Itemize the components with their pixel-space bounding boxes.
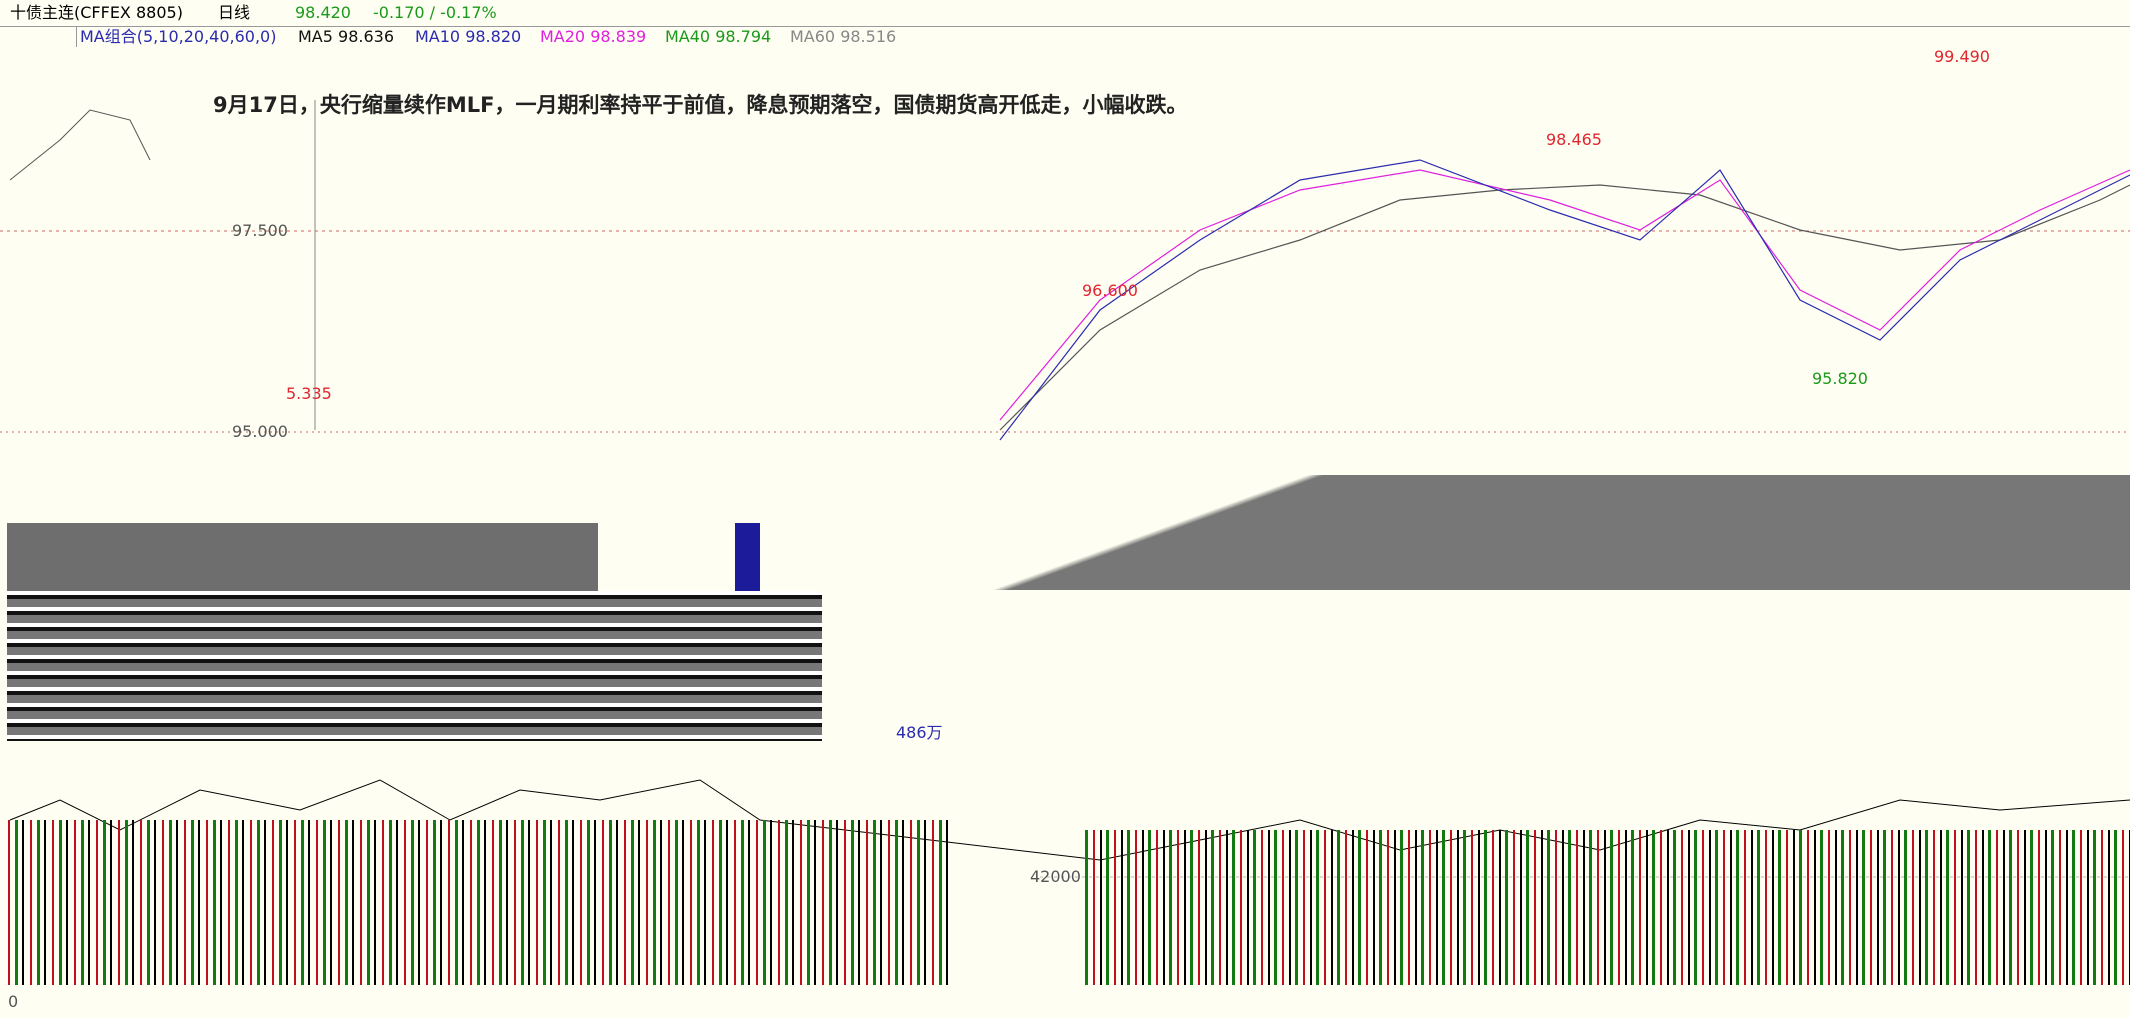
volume-unit: 486万 — [896, 723, 943, 743]
x-origin-label: 0 — [8, 992, 18, 1012]
volume-axis-label: 42000 — [1030, 867, 1081, 887]
price-label: 96.600 — [1082, 281, 1138, 301]
ma-curve — [1000, 185, 2130, 430]
price-label: 99.490 — [1934, 47, 1990, 67]
glitch-block — [735, 523, 760, 591]
glitch-block — [7, 591, 822, 741]
trading-screen: {"header": {"symbol": "十债主连(CFFEX 8805)"… — [0, 0, 2130, 1018]
ma-curve — [10, 110, 150, 180]
ma-curve — [1000, 170, 2130, 420]
annotation: 9月17日，央行缩量续作MLF，一月期利率持平于前值，降息预期落空，国债期货高开… — [213, 92, 1187, 118]
volume-bars — [8, 820, 953, 985]
glitch-block — [7, 523, 598, 591]
volume-bars — [1085, 830, 2130, 985]
price-label: 5.335 — [286, 384, 332, 404]
price-label: 98.465 — [1546, 130, 1602, 150]
glitch-block — [820, 475, 2130, 590]
price-label: 95.820 — [1812, 369, 1868, 389]
ma-curve — [1000, 160, 2130, 440]
y-axis-label: 95.000 — [232, 422, 288, 442]
y-axis-label: 97.500 — [232, 221, 288, 241]
